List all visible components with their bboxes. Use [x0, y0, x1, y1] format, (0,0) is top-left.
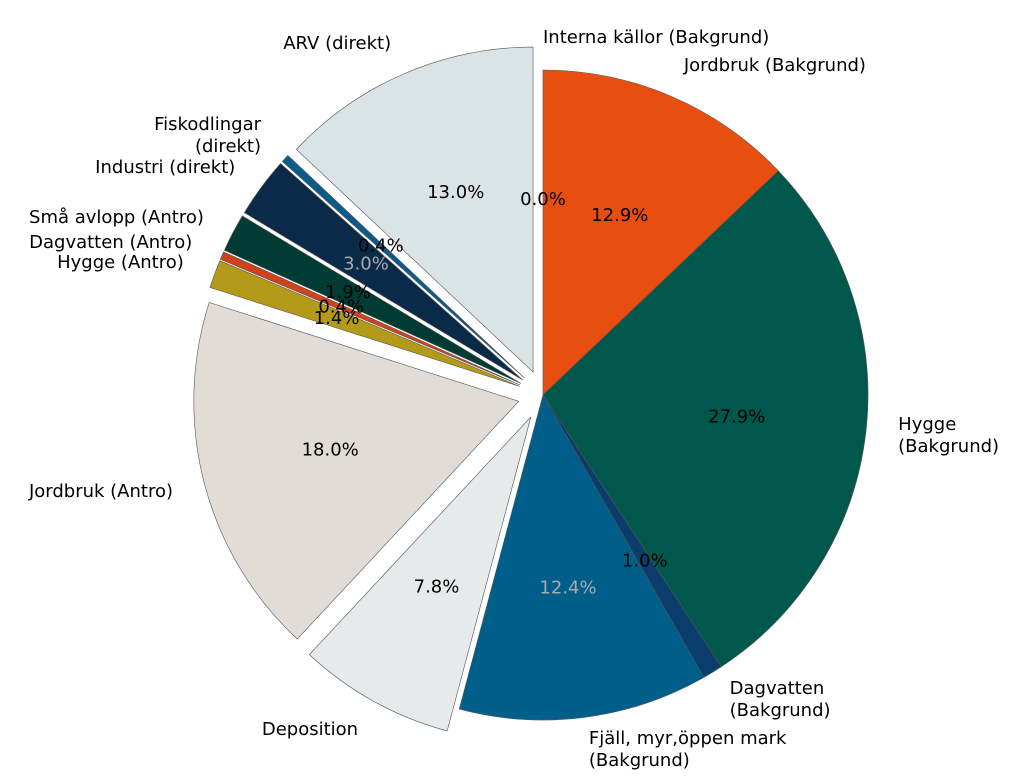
- category-label: Fjäll, myr,öppen mark (Bakgrund): [588, 727, 787, 771]
- value-label: 13.0%: [427, 182, 484, 203]
- value-label: 0.4%: [318, 296, 364, 317]
- pie-slice: [295, 46, 534, 373]
- pie-slice: [308, 416, 532, 732]
- category-label: Dagvatten (Antro): [29, 231, 193, 253]
- pie-slice: [193, 302, 520, 640]
- value-label: 3.0%: [343, 253, 389, 274]
- pie-slice: [223, 215, 521, 384]
- value-label: 12.4%: [539, 577, 596, 598]
- pie-slice: [281, 155, 525, 379]
- category-label: Fiskodlingar (direkt): [154, 114, 262, 158]
- value-label: 27.9%: [708, 406, 765, 427]
- pie-slice: [209, 260, 520, 387]
- category-label: Dagvatten (Bakgrund): [729, 677, 831, 721]
- category-label: Jordbruk (Bakgrund): [683, 55, 866, 77]
- pie-slice: [243, 163, 524, 381]
- pie-slice: [458, 394, 705, 721]
- value-label: 1.0%: [622, 550, 668, 571]
- pie-slice: [542, 170, 869, 668]
- category-label: Hygge (Bakgrund): [898, 413, 1000, 457]
- category-label: Deposition: [261, 718, 359, 740]
- category-label: Jordbruk (Antro): [28, 480, 173, 502]
- pie-slice: [542, 69, 779, 396]
- category-label: Små avlopp (Antro): [29, 206, 204, 228]
- value-label: 0.4%: [358, 235, 404, 256]
- value-label: 7.8%: [414, 577, 460, 598]
- category-label: ARV (direkt): [283, 32, 392, 54]
- value-label: 1.4%: [314, 308, 360, 329]
- value-label: 12.9%: [591, 205, 648, 226]
- pie-slice: [219, 251, 521, 386]
- value-label: 0.0%: [520, 189, 566, 210]
- value-label: 1.9%: [325, 282, 371, 303]
- category-label: Interna källor (Bakgrund): [543, 26, 770, 48]
- category-label: Industri (direkt): [95, 156, 236, 178]
- category-label: Hygge (Antro): [57, 251, 184, 273]
- value-label: 18.0%: [302, 440, 359, 461]
